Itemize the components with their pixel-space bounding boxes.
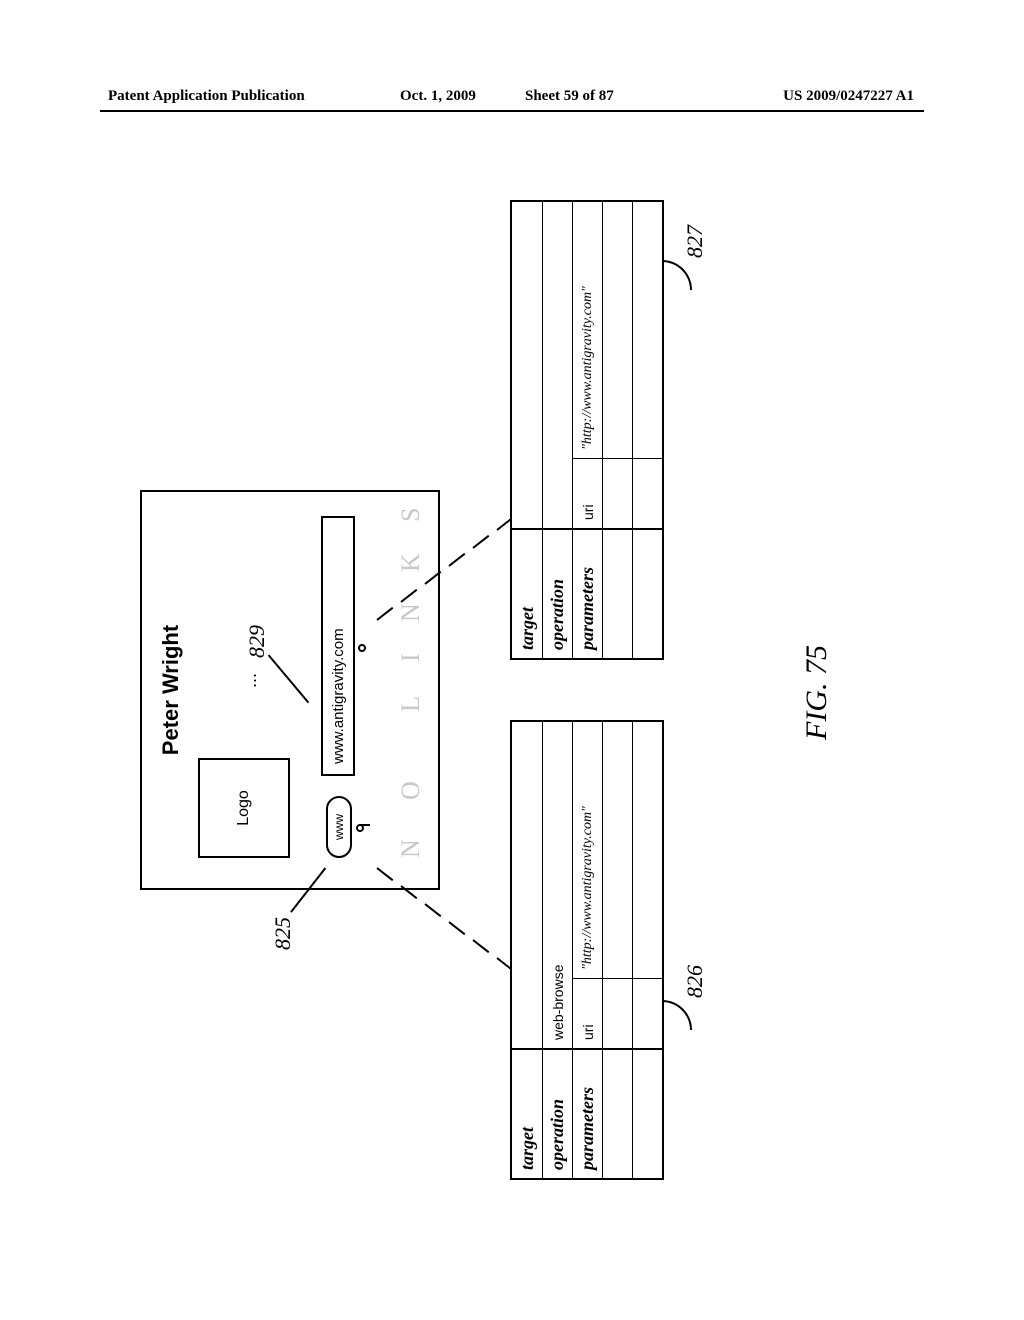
card-name: Peter Wright [158,492,184,888]
t827-target-label: target [512,528,542,658]
t826-param-value: "http://www.antigravity.com" [573,722,602,978]
header-rule [100,110,924,112]
t827-empty-l-1 [603,528,632,658]
outline-letter-n: N [396,839,426,858]
card-logo-box: Logo [198,758,290,858]
outline-letter-i: I [396,653,426,662]
t826-operation-label: operation [543,1048,572,1178]
dash-left-3 [424,903,441,917]
dash-right-4 [448,553,465,567]
patent-page: Patent Application Publication Oct. 1, 2… [0,0,1024,1320]
ref-829: 829 [244,625,270,658]
header-date: Oct. 1, 2009 [400,88,476,105]
table-827: target operation parameters uri "http://… [510,200,664,660]
t826-target-value [512,722,542,1048]
outline-letter-l: L [396,696,426,712]
t827-empty-a-1 [603,458,632,528]
t827-empty-b-2 [633,202,662,458]
t826-empty-l-1 [603,1048,632,1178]
rotated-content: Peter Wright Logo ... www www.antigravit… [100,160,924,1220]
card-logo-label: Logo [235,790,253,826]
curve-827 [662,260,692,290]
www-pill-label: www [332,814,346,840]
t826-target-label: target [512,1048,542,1178]
header-publication: Patent Application Publication [108,88,305,105]
outline-letter-n2: N [396,603,426,622]
dot-under-url [358,644,366,652]
header-sheet: Sheet 59 of 87 [525,88,614,105]
t827-parameters-label: parameters [573,528,602,658]
t827-param-value: "http://www.antigravity.com" [573,202,602,458]
ref-825: 825 [270,917,296,950]
figure-stage: Peter Wright Logo ... www www.antigravit… [100,160,924,1220]
figure-caption: FIG. 75 [800,645,834,740]
t826-empty-b-2 [633,722,662,978]
card-ellipsis: ... [240,673,261,688]
ref-827: 827 [682,225,708,258]
t826-parameters-label: parameters [573,1048,602,1178]
t827-empty-a-2 [633,458,662,528]
url-text: www.antigravity.com [330,628,347,764]
t826-empty-l-2 [633,1048,662,1178]
t826-empty-a-2 [633,978,662,1048]
outline-letter-s: S [396,508,426,522]
outline-letter-o: O [396,781,426,800]
t827-operation-label: operation [543,528,572,658]
table-826: target operation web-browse parameters u… [510,720,664,1180]
business-card: Peter Wright Logo ... www www.antigravit… [140,490,440,890]
t826-operation-value: web-browse [543,722,572,1048]
url-box: www.antigravity.com [321,516,355,776]
t827-operation-value [543,202,572,528]
t827-target-value [512,202,542,528]
t827-param-key: uri [573,458,602,528]
dash-left-4 [448,921,465,935]
header-pubno: US 2009/0247227 A1 [783,88,914,105]
t826-param-key: uri [573,978,602,1048]
curve-826 [662,1000,692,1030]
t826-empty-a-1 [603,978,632,1048]
outline-letter-k: K [396,553,426,572]
edge-dot-stub-left [360,824,370,826]
t827-empty-b-1 [603,202,632,458]
ref-826: 826 [682,965,708,998]
t826-empty-b-1 [603,722,632,978]
t827-empty-l-2 [633,528,662,658]
dash-left-5 [472,939,489,953]
dash-right-5 [472,535,489,549]
www-pill: www [326,796,352,858]
